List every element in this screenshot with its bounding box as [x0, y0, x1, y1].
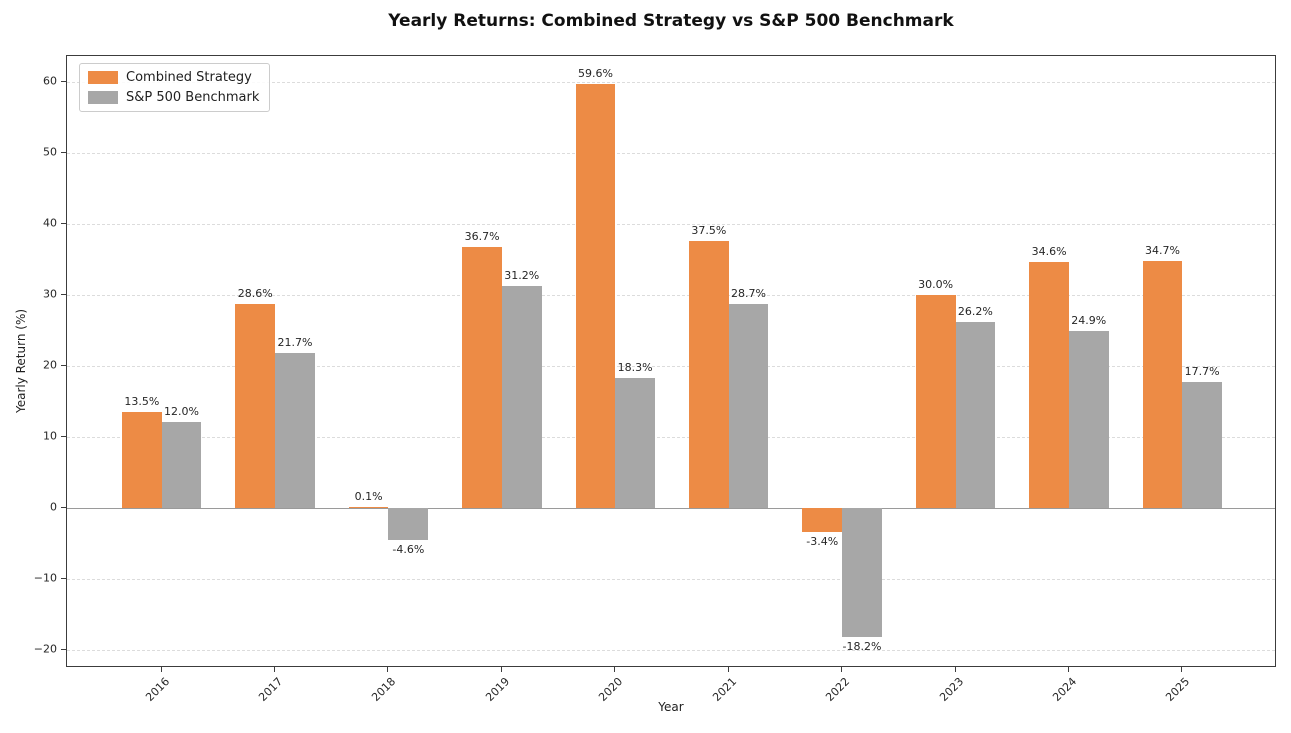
bar-combined-strategy-2025 [1142, 261, 1183, 508]
value-label-s-p-500-benchmark-2018: -4.6% [392, 543, 425, 557]
value-label-combined-strategy-2018: 0.1% [354, 489, 383, 503]
bar-combined-strategy-2021 [689, 241, 729, 508]
value-label-combined-strategy-2019: 36.7% [464, 229, 500, 243]
bar-combined-strategy-2020 [575, 84, 616, 508]
legend-label-combined-strategy: Combined Strategy [126, 70, 252, 85]
y-tick-label--10: −10 [33, 571, 57, 585]
x-tick-mark [954, 667, 956, 672]
y-tick-label-30: 30 [43, 287, 57, 301]
gridline [67, 81, 1275, 83]
x-tick-mark [160, 667, 162, 672]
bar-s-p-500-benchmark-2016 [161, 422, 202, 508]
y-tick-mark [61, 506, 66, 508]
value-label-combined-strategy-2021: 37.5% [691, 224, 727, 238]
bar-combined-strategy-2024 [1029, 261, 1069, 508]
y-tick-label-40: 40 [43, 216, 57, 230]
x-axis-label: Year [658, 700, 684, 714]
x-tick-mark [614, 667, 616, 672]
x-tick-mark [387, 667, 389, 672]
y-tick-label-60: 60 [43, 74, 57, 88]
zero-line [67, 507, 1275, 509]
bar-combined-strategy-2022 [802, 507, 843, 532]
legend-item-sp500-benchmark: S&P 500 Benchmark [88, 90, 259, 105]
gridline [67, 649, 1275, 651]
bar-s-p-500-benchmark-2018 [388, 507, 429, 541]
value-label-combined-strategy-2024: 34.6% [1031, 244, 1067, 258]
plot-area: 13.5% 28.6% 0.1% 36.7% 59.6% 37.5% -3.4% 30.0% 3… [66, 55, 1276, 667]
value-label-combined-strategy-2023: 30.0% [918, 277, 954, 291]
value-label-s-p-500-benchmark-2025: 17.7% [1184, 364, 1220, 378]
value-label-combined-strategy-2022: -3.4% [806, 534, 839, 548]
bar-combined-strategy-2016 [122, 411, 162, 508]
bar-s-p-500-benchmark-2017 [275, 353, 315, 508]
gridline [67, 436, 1275, 438]
value-label-combined-strategy-2017: 28.6% [237, 287, 273, 301]
bar-s-p-500-benchmark-2021 [728, 303, 769, 508]
y-tick-mark [61, 151, 66, 153]
value-label-s-p-500-benchmark-2022: -18.2% [842, 639, 882, 653]
bar-s-p-500-benchmark-2022 [842, 507, 882, 637]
y-tick-label-0: 0 [50, 500, 57, 514]
value-label-s-p-500-benchmark-2021: 28.7% [731, 286, 767, 300]
legend-swatch-sp500-benchmark [88, 91, 118, 104]
value-label-s-p-500-benchmark-2017: 21.7% [277, 336, 313, 350]
y-tick-mark [61, 364, 66, 366]
chart-title: Yearly Returns: Combined Strategy vs S&P… [388, 11, 954, 31]
gridline [67, 578, 1275, 580]
y-tick-mark [61, 222, 66, 224]
value-label-combined-strategy-2016: 13.5% [124, 394, 160, 408]
bar-combined-strategy-2019 [462, 246, 502, 508]
bar-s-p-500-benchmark-2020 [615, 377, 655, 508]
y-tick-mark [61, 648, 66, 650]
value-label-combined-strategy-2020: 59.6% [577, 67, 613, 81]
y-tick-label--20: −20 [33, 642, 57, 656]
value-label-s-p-500-benchmark-2016: 12.0% [164, 405, 200, 419]
y-tick-mark [61, 293, 66, 295]
legend-label-sp500-benchmark: S&P 500 Benchmark [126, 90, 260, 105]
bar-s-p-500-benchmark-2025 [1182, 381, 1222, 508]
legend: Combined Strategy S&P 500 Benchmark [79, 63, 271, 112]
value-label-s-p-500-benchmark-2020: 18.3% [617, 360, 653, 374]
x-tick-mark [274, 667, 276, 672]
x-tick-mark [1067, 667, 1069, 672]
bar-combined-strategy-2018 [348, 506, 389, 508]
gridline [67, 365, 1275, 367]
value-label-s-p-500-benchmark-2019: 31.2% [504, 269, 540, 283]
gridline [67, 294, 1275, 296]
bar-s-p-500-benchmark-2023 [955, 321, 996, 508]
y-tick-label-10: 10 [43, 429, 57, 443]
bar-s-p-500-benchmark-2019 [501, 286, 542, 508]
value-label-combined-strategy-2025: 34.7% [1144, 244, 1180, 258]
x-tick-mark [1181, 667, 1183, 672]
bar-s-p-500-benchmark-2024 [1068, 330, 1109, 508]
y-tick-mark [61, 577, 66, 579]
y-tick-label-50: 50 [43, 145, 57, 159]
x-tick-mark [500, 667, 502, 672]
bar-combined-strategy-2017 [235, 304, 276, 508]
value-label-s-p-500-benchmark-2024: 24.9% [1071, 313, 1107, 327]
y-tick-mark [61, 435, 66, 437]
gridline [67, 223, 1275, 225]
gridline [67, 152, 1275, 154]
bar-combined-strategy-2023 [915, 294, 956, 508]
value-label-s-p-500-benchmark-2023: 26.2% [957, 304, 993, 318]
x-tick-mark [841, 667, 843, 672]
legend-item-combined-strategy: Combined Strategy [88, 70, 259, 85]
y-tick-mark [61, 80, 66, 82]
x-tick-mark [727, 667, 729, 672]
legend-swatch-combined-strategy [88, 71, 118, 84]
y-tick-label-20: 20 [43, 358, 57, 372]
